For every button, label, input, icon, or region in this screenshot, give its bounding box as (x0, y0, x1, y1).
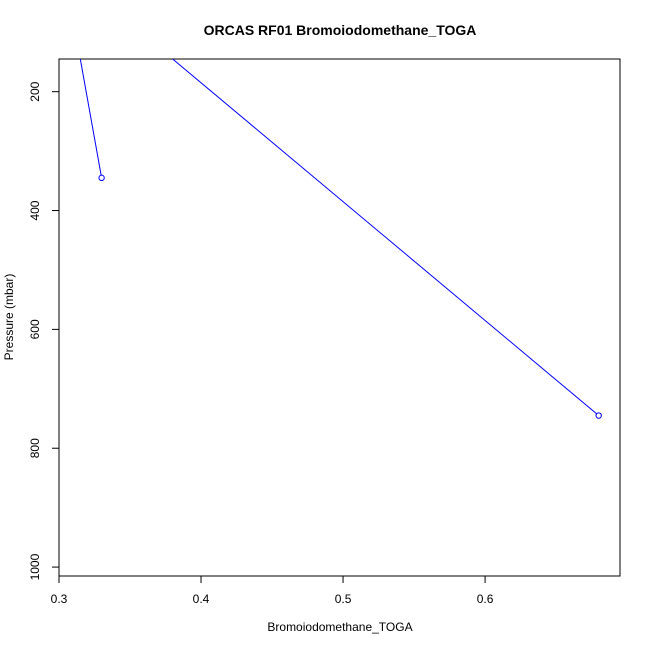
y-tick-label: 800 (28, 438, 42, 458)
y-axis: 200 400 600 800 1000 (28, 81, 60, 580)
x-tick-label: 0.3 (51, 592, 68, 606)
x-axis-label: Bromoiodomethane_TOGA (267, 620, 412, 634)
y-tick-label: 400 (28, 200, 42, 220)
series-line (79, 59, 103, 178)
y-tick-label: 1000 (28, 553, 42, 580)
plot-area (79, 59, 602, 419)
y-tick-label: 600 (28, 319, 42, 339)
x-tick-label: 0.4 (193, 592, 210, 606)
x-axis: 0.3 0.4 0.5 0.6 (51, 575, 494, 606)
data-point (98, 174, 105, 182)
chart-title: ORCAS RF01 Bromoiodomethane_TOGA (204, 22, 477, 38)
x-tick-label: 0.5 (335, 592, 352, 606)
series-line (172, 59, 600, 416)
data-point (595, 412, 602, 419)
y-tick-label: 200 (28, 81, 42, 101)
y-axis-label: Pressure (mbar) (2, 274, 16, 361)
plot-frame (58, 58, 621, 577)
x-tick-label: 0.6 (477, 592, 494, 606)
